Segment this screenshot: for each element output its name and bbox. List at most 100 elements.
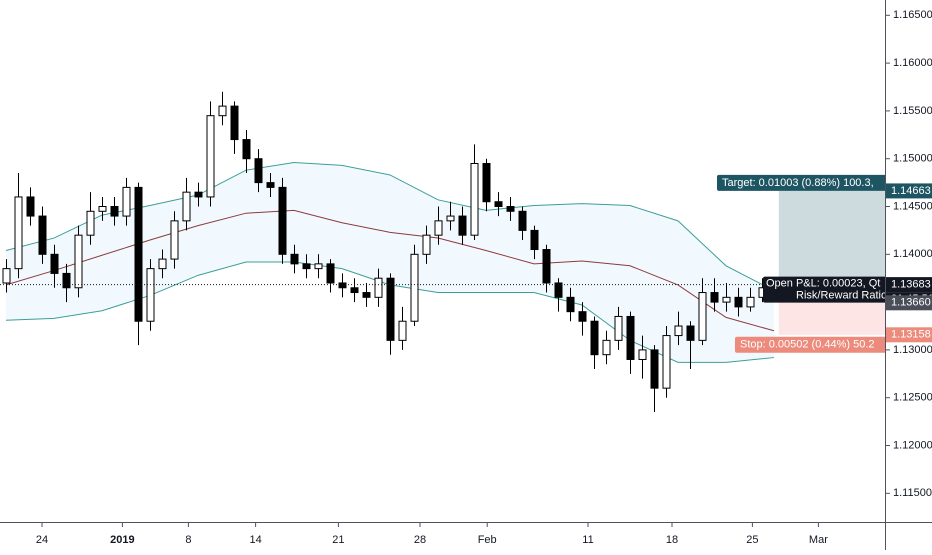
- candle-body: [374, 277, 383, 298]
- candle-body: [710, 292, 719, 303]
- candle-body: [194, 191, 203, 198]
- pnl-label-box: [763, 276, 885, 303]
- candle-body: [722, 296, 731, 303]
- candle-body: [338, 282, 347, 289]
- candle-body: [122, 186, 131, 217]
- candle-body: [698, 292, 707, 341]
- y-tick-label: 1.16000: [893, 57, 932, 69]
- stop-label: Stop: 0.00502 (0.44%) 50.2: [740, 339, 875, 351]
- candle-body: [590, 320, 599, 356]
- band-fill: [6, 162, 774, 363]
- candle-body: [542, 249, 551, 284]
- x-tick-label: 25: [746, 534, 758, 546]
- candle-body: [518, 210, 527, 231]
- candle-body: [362, 292, 371, 298]
- axes: 1.115001.120001.125001.130001.135001.140…: [36, 9, 932, 546]
- candle-body: [158, 258, 167, 270]
- candle-body: [434, 220, 443, 236]
- candle-body: [422, 234, 431, 255]
- ratio-label: Risk/Reward Ratio: [796, 290, 887, 302]
- candle-body: [302, 263, 311, 270]
- candle-body: [230, 105, 239, 141]
- candle-body: [218, 105, 227, 117]
- candle-body: [566, 296, 575, 313]
- candle-body: [38, 215, 47, 255]
- band-middle: [5, 209, 775, 332]
- x-tick-label: 24: [36, 534, 48, 546]
- candle-body: [602, 339, 611, 356]
- stop-price-label-box: [886, 327, 932, 343]
- candle-body: [410, 253, 419, 322]
- y-tick-label: 1.14500: [893, 200, 932, 212]
- candle-body: [110, 206, 119, 217]
- candle-body: [746, 296, 755, 308]
- last-price-label: 1.13683: [891, 279, 931, 291]
- candle-body: [686, 325, 695, 341]
- candle-body: [14, 196, 23, 270]
- candle-body: [578, 311, 587, 322]
- candle-body: [350, 287, 359, 294]
- candle-body: [398, 320, 407, 341]
- y-tick-label: 1.12000: [893, 439, 932, 451]
- x-tick-label: 11: [582, 534, 593, 546]
- candle-body: [86, 210, 95, 236]
- candle-body: [278, 186, 287, 255]
- candle-body: [62, 272, 71, 289]
- y-tick-label: 1.15000: [893, 153, 932, 165]
- x-tick-label: 28: [414, 534, 426, 546]
- candle-body: [266, 182, 275, 188]
- candle-body: [386, 277, 395, 341]
- x-tick-label: 18: [666, 534, 678, 546]
- target-price-label-box: [886, 183, 932, 199]
- x-tick-label: Feb: [478, 534, 497, 546]
- stop-price-label: 1.13158: [891, 329, 931, 341]
- y-tick-label: 1.13000: [893, 344, 932, 356]
- candle-body: [458, 215, 467, 236]
- x-tick-label: 14: [249, 534, 261, 546]
- y-tick-label: 1.15500: [893, 105, 932, 117]
- candle-body: [506, 206, 515, 212]
- candle-body: [242, 139, 251, 160]
- candle-body: [614, 315, 623, 341]
- candle-body: [638, 349, 647, 360]
- candle-body: [254, 158, 263, 184]
- candle-body: [662, 335, 671, 389]
- target-price-label: 1.14663: [891, 185, 931, 197]
- x-tick-label: 8: [185, 534, 191, 546]
- candle-body: [182, 191, 191, 222]
- candle-body: [494, 201, 503, 208]
- y-tick-label: 1.16500: [893, 9, 932, 21]
- band-upper: [5, 162, 775, 292]
- candle-body: [554, 282, 563, 298]
- candle-body: [314, 263, 323, 270]
- y-tick-label: 1.11500: [893, 487, 932, 499]
- candle-body: [74, 234, 83, 289]
- candle-body: [470, 162, 479, 236]
- candle-body: [482, 162, 491, 203]
- candle-body: [134, 186, 143, 322]
- candle-body: [446, 215, 455, 222]
- entry-price-label: 1.13660: [891, 297, 931, 309]
- candle-body: [26, 196, 35, 217]
- candle-body: [290, 253, 299, 265]
- candle-body: [650, 349, 659, 389]
- candle-body: [50, 253, 59, 274]
- candle-body: [626, 315, 635, 360]
- candle-body: [206, 115, 215, 198]
- target-label: Target: 0.01003 (0.88%) 100.3,: [722, 177, 874, 189]
- stop-label-box: [735, 336, 885, 353]
- entry-price-label-box: [886, 295, 932, 311]
- candle-body: [98, 206, 107, 212]
- x-tick-label: Mar: [809, 534, 828, 546]
- candle-body: [734, 296, 743, 308]
- y-tick-label: 1.12500: [893, 392, 932, 404]
- candle-body: [146, 268, 155, 322]
- candle-body: [674, 325, 683, 337]
- y-tick-label: 1.14000: [893, 248, 932, 260]
- pnl-label: Open P&L: 0.00023, Qt: [766, 278, 880, 290]
- x-tick-label: 21: [332, 534, 344, 546]
- target-label-box: [717, 174, 885, 191]
- x-tick-label: 2019: [110, 534, 134, 546]
